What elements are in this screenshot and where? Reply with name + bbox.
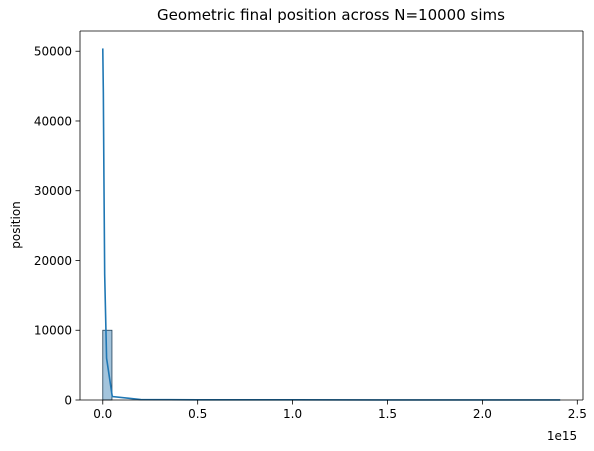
y-tick-label-0: 0 <box>64 393 72 407</box>
y-tick-label-1: 10000 <box>34 324 72 338</box>
plot-area: 0.0 0.5 1.0 1.5 2.0 2.5 0 10000 20000 30000 40000 5… <box>34 30 587 421</box>
x-tick-label-2: 1.0 <box>283 407 302 421</box>
x-tick-label-3: 1.5 <box>378 407 397 421</box>
y-tick-label-4: 40000 <box>34 114 72 128</box>
x-tick-label-0: 0.0 <box>93 407 112 421</box>
x-axis-offset-label: 1e15 <box>547 429 577 443</box>
y-tick-label-3: 30000 <box>34 184 72 198</box>
y-tick-label-5: 50000 <box>34 45 72 59</box>
chart-title: Geometric final position across N=10000 … <box>157 6 505 24</box>
x-tick-label-5: 2.5 <box>568 407 587 421</box>
x-tick-label-4: 2.0 <box>473 407 492 421</box>
y-tick-label-2: 20000 <box>34 254 72 268</box>
y-axis-label: position <box>9 201 23 249</box>
x-tick-label-1: 0.5 <box>188 407 207 421</box>
